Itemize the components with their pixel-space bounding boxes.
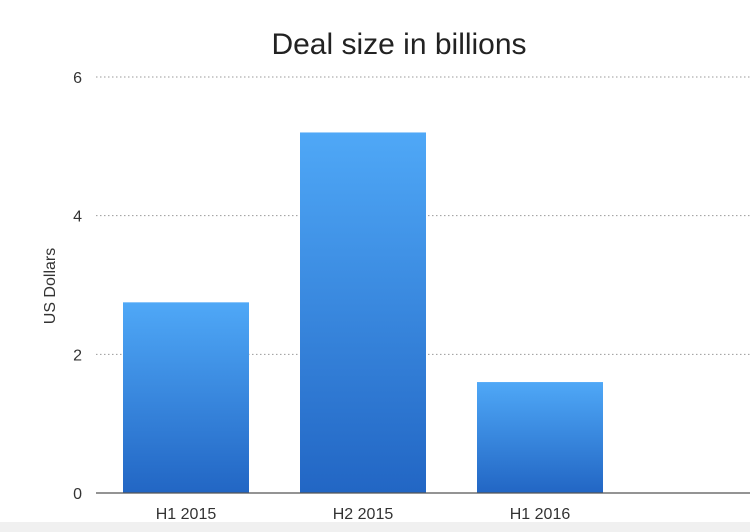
y-tick-label: 4 <box>73 209 82 226</box>
bars <box>123 132 603 493</box>
x-tick-label: H1 2016 <box>510 506 571 523</box>
y-tick-label: 0 <box>73 486 82 503</box>
bar <box>477 382 603 493</box>
x-tick-label: H1 2015 <box>156 506 217 523</box>
category-labels: H1 2015 H2 2015 H1 2016 <box>156 506 571 523</box>
bar <box>123 302 249 493</box>
bottom-strip <box>0 522 750 532</box>
y-tick-label: 6 <box>73 70 82 87</box>
y-axis-label: US Dollars <box>42 248 59 324</box>
x-tick-label: H2 2015 <box>333 506 394 523</box>
chart-title: Deal size in billions <box>271 28 526 61</box>
bar <box>300 132 426 493</box>
y-tick-label: 2 <box>73 347 82 364</box>
